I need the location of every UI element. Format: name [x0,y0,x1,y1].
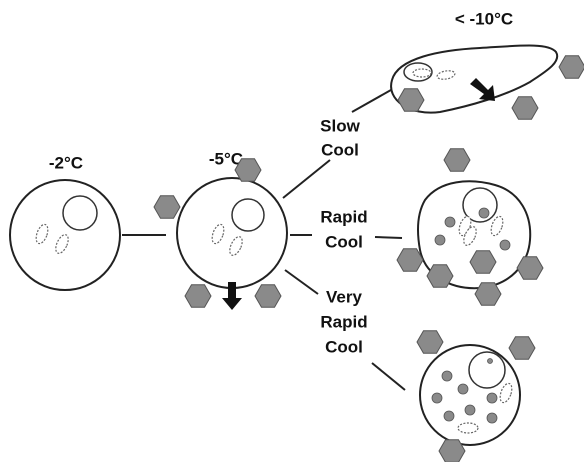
temp-label: < -10°C [455,9,513,28]
ice-hexagon [511,96,539,120]
ice-hexagon [474,282,502,306]
mitochondrion [229,236,243,256]
path-label: Rapid [320,207,367,226]
ice-crystal [443,410,455,422]
arrow [222,282,242,310]
ice-crystal [457,383,469,395]
mitochondrion [412,68,432,78]
ice-hexagon [184,284,212,308]
ice-crystal [431,392,443,404]
ice-hexagon [443,148,471,172]
cell-shrunken [390,44,559,114]
temp-label: -5°C [209,149,243,168]
ice-hexagon [516,256,544,280]
ice-crystal [486,392,498,404]
connector [371,362,406,391]
connector [284,269,319,295]
ice-crystal [486,412,498,424]
path-label: Cool [325,337,363,356]
ice-hexagon [508,336,536,360]
mitochondrion [490,215,504,237]
ice-crystal [478,207,490,219]
mitochondrion [55,234,69,254]
ice-hexagon [234,158,262,182]
ice-crystal [487,358,493,364]
ice-crystal [441,370,453,382]
ice-hexagon [469,250,497,274]
cell-mid [176,177,288,289]
connector [351,85,399,113]
ice-hexagon [254,284,282,308]
connector [374,236,403,239]
path-label: Cool [321,140,359,159]
ice-hexagon [397,88,425,112]
ice-crystal [499,239,511,251]
nucleus [231,198,265,232]
nucleus [468,351,506,389]
ice-hexagon [426,264,454,288]
ice-hexagon [558,55,584,79]
ice-hexagon [416,330,444,354]
path-label: Cool [325,232,363,251]
mitochondrion [436,70,456,80]
mitochondrion [463,226,477,246]
ice-hexagon [438,439,466,462]
mitochondrion [499,382,513,404]
ice-hexagon [396,248,424,272]
ice-crystal [464,404,476,416]
mitochondrion [211,223,225,245]
arrow [470,78,495,101]
connector [282,159,331,199]
ice-crystal [444,216,456,228]
path-label: Rapid [320,312,367,331]
ice-hexagon [153,195,181,219]
path-label: Very [326,287,362,306]
nucleus [62,195,98,231]
mitochondrion [457,422,479,434]
ice-crystal [434,234,446,246]
mitochondrion [35,223,49,245]
temp-label: -2°C [49,153,83,172]
path-label: Slow [320,116,360,135]
